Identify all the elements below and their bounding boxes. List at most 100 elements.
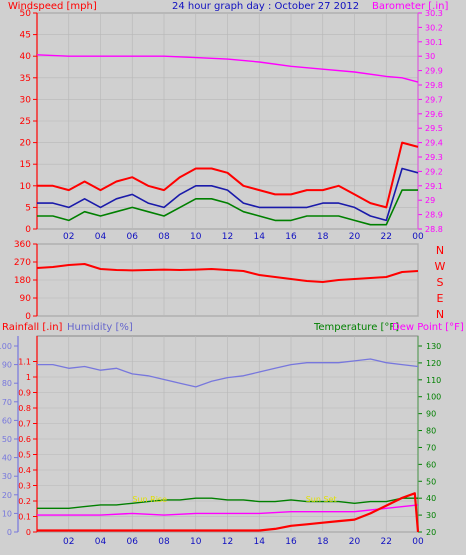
rain-tick-label: 0.9 [18,389,31,398]
baro-tick-label: 29.8 [425,81,443,90]
wind-tick-label: 30 [20,95,32,105]
climate-x-tick-label: 06 [127,537,139,547]
wind-x-tick-label: 20 [349,232,361,242]
wind-x-tick-label: 04 [95,232,107,242]
barometer-axis-label: Barometer [.in] [372,1,448,12]
climate-x-tick-label: 20 [349,537,361,547]
wind-tick-label: 15 [20,160,31,170]
chart-layers: 0510152025303540455028.828.92929.129.229… [0,9,446,547]
temp-tick-label: 20 [426,528,436,537]
wind-x-tick-label: 10 [190,232,202,242]
sunset-annotation: Sun Set [306,495,337,504]
baro-tick-label: 29.9 [425,67,443,76]
wind-x-tick-label: 08 [158,232,170,242]
humidity-tick-label: 0 [7,528,12,537]
baro-tick-label: 30.3 [425,9,443,18]
temp-tick-label: 100 [426,393,441,402]
baro-tick-label: 29.7 [425,95,443,104]
wind-direction-line [36,263,419,283]
temp-tick-label: 90 [426,410,436,419]
dir-tick-label: 180 [14,276,31,286]
compass-label: N [436,308,444,321]
rain-tick-label: 0 [26,528,31,537]
temp-tick-label: 60 [426,460,436,469]
sunrise-annotation: Sun Rise [132,495,167,504]
baro-tick-label: 29.2 [425,167,443,176]
baro-tick-label: 29.1 [425,182,443,191]
temp-tick-label: 70 [426,443,436,452]
wind-tick-label: 10 [20,182,32,192]
barometer-line [36,54,419,83]
compass-label: E [437,292,444,305]
compass-label: S [437,276,444,289]
chart-title: 24 hour graph day : October 27 2012 [172,1,359,12]
baro-tick-label: 30 [425,52,435,61]
humidity-axis-label: Humidity [%] [67,322,133,333]
baro-tick-label: 29.3 [425,153,443,162]
baro-tick-label: 28.9 [425,211,443,220]
temp-tick-label: 30 [426,511,436,520]
wind-x-tick-label: 18 [317,232,329,242]
climate-x-tick-label: 02 [63,537,74,547]
climate-x-tick-label: 18 [317,537,329,547]
temperature-line [37,497,418,509]
rain-tick-label: 0.1 [18,513,31,522]
rainfall-line [37,492,420,533]
humidity-tick-label: 10 [2,509,12,518]
dewpoint-line [37,504,419,516]
humidity-tick-label: 50 [2,435,12,444]
wind-x-tick-label: 02 [63,232,74,242]
wind-tick-label: 40 [20,52,32,62]
wind-tick-label: 50 [20,9,32,19]
rain-tick-label: 0.2 [18,497,31,506]
climate-x-tick-label: 00 [412,537,424,547]
wind-x-tick-label: 06 [127,232,139,242]
humidity-tick-label: 100 [0,342,12,351]
climate-x-tick-label: 16 [285,537,297,547]
rain-tick-label: 0.5 [18,451,31,460]
humidity-tick-label: 70 [2,398,12,407]
rain-tick-label: 0.4 [18,466,31,475]
temp-tick-label: 130 [426,342,441,351]
wind-tick-label: 0 [25,225,31,235]
wind-tick-label: 5 [25,203,31,213]
humidity-tick-label: 30 [2,472,12,481]
temp-tick-label: 50 [426,477,436,486]
dir-tick-label: 360 [14,240,31,250]
humidity-tick-label: 80 [2,379,12,388]
dir-tick-label: 0 [25,312,31,322]
temp-tick-label: 40 [426,494,436,503]
temp-tick-label: 80 [426,427,436,436]
wind-tick-label: 20 [20,139,32,149]
rain-tick-label: 0.7 [18,420,31,429]
dewpoint-axis-label: Dew Point [°F] [392,322,464,333]
wind-x-tick-label: 22 [381,232,392,242]
windspeed-axis-label: Windspeed [mph] [8,1,97,12]
wind-x-tick-label: 12 [222,232,233,242]
baro-tick-label: 29.6 [425,110,443,119]
wind-tick-label: 25 [20,117,31,127]
humidity-tick-label: 20 [2,491,12,500]
rain-tick-label: 0.8 [18,404,31,413]
rain-tick-label: 1 [26,373,31,382]
climate-x-tick-label: 12 [222,537,233,547]
climate-x-tick-label: 14 [254,537,266,547]
humidity-tick-label: 60 [2,416,12,425]
baro-tick-label: 29.4 [425,139,443,148]
wind-avg-line [37,167,419,222]
temperature-axis-label: Temperature [°F] [313,322,399,333]
baro-tick-label: 29.5 [425,124,443,133]
compass-label: W [435,260,446,273]
rain-tick-label: 0.6 [18,435,31,444]
wind-tick-label: 45 [20,31,31,41]
temp-tick-label: 110 [426,376,441,385]
wind-x-tick-label: 16 [285,232,297,242]
wind-x-tick-label: 00 [412,232,424,242]
humidity-tick-label: 40 [2,454,12,463]
baro-tick-label: 30.2 [425,23,443,32]
compass-label: N [436,244,444,257]
dir-tick-label: 270 [14,258,31,268]
climate-x-tick-label: 22 [381,537,392,547]
